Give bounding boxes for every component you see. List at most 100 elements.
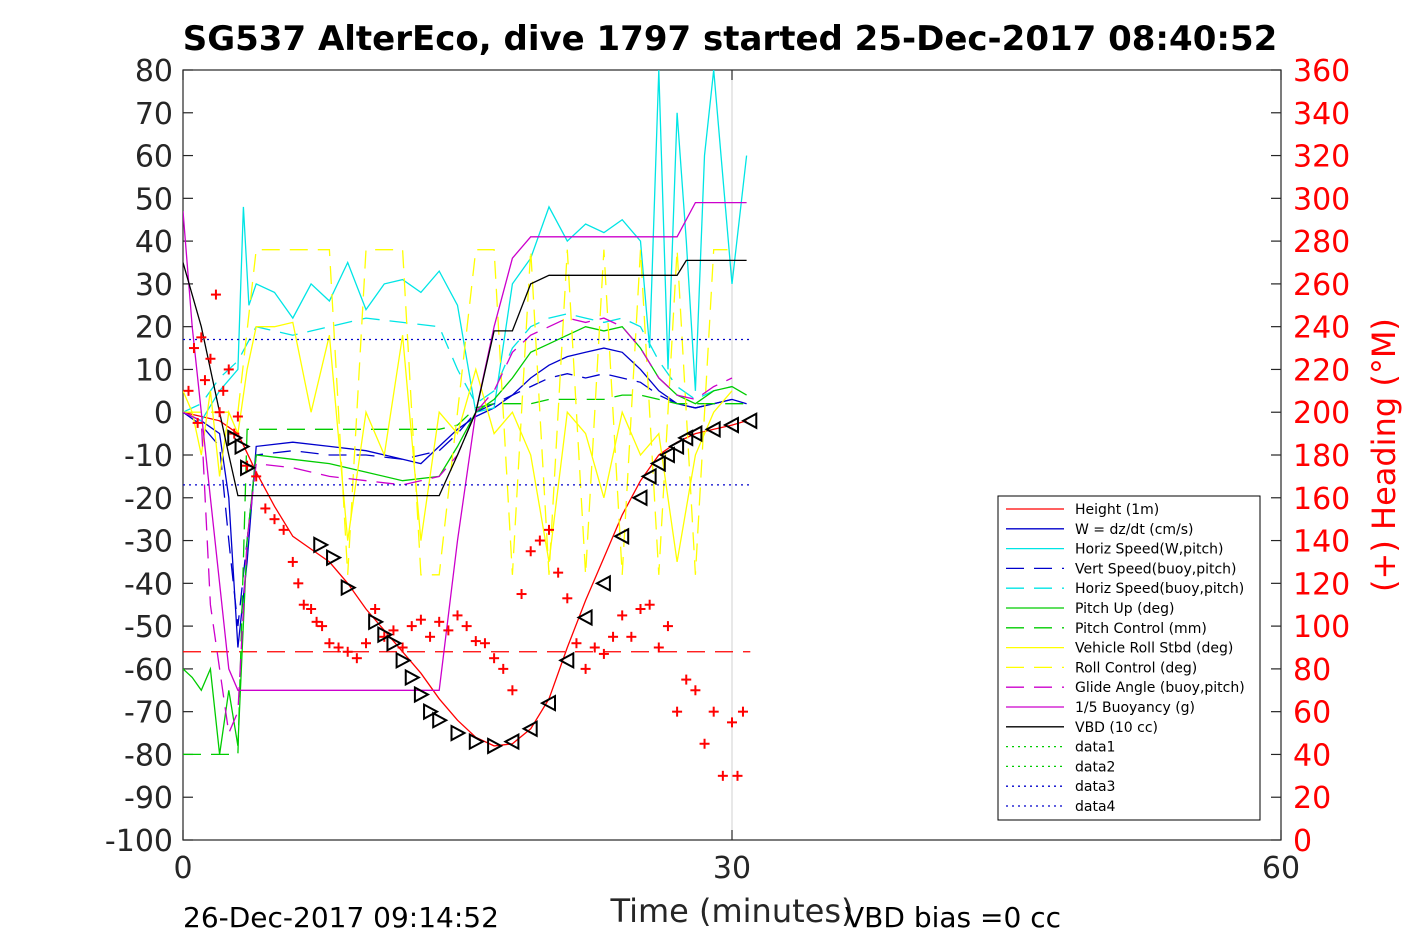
depth-marker [649, 454, 666, 473]
right-tick-label: 200 [1293, 396, 1350, 431]
heading-point [311, 616, 322, 627]
depth-marker [686, 424, 703, 443]
right-tick-label: 220 [1293, 353, 1350, 388]
heading-point [635, 604, 646, 614]
legend-label: Horiz Speed(W,pitch) [1075, 542, 1223, 558]
heading-point [653, 642, 664, 653]
series-line-2 [183, 70, 748, 422]
heading-point [293, 578, 304, 589]
heading-point [589, 642, 600, 653]
heading-point [260, 503, 271, 514]
depth-marker [576, 608, 593, 627]
right-tick-label: 180 [1293, 439, 1350, 474]
depth-marker [677, 429, 694, 447]
heading-point [598, 648, 609, 659]
legend-label: Roll Control (deg) [1075, 660, 1197, 676]
depth-marker [432, 711, 449, 729]
depth-marker [640, 467, 657, 486]
heading-point [434, 616, 445, 627]
legend-label: data4 [1075, 799, 1116, 815]
right-tick-label: 20 [1293, 781, 1331, 816]
depth-marker [340, 578, 357, 597]
heading-point [737, 706, 748, 717]
heading-point [699, 738, 710, 749]
heading-point [672, 706, 683, 717]
heading-point [608, 631, 619, 642]
heading-point [708, 706, 719, 717]
series-line-3 [183, 373, 733, 627]
x-tick-label: 30 [713, 851, 751, 886]
heading-point [218, 385, 229, 396]
left-y-ticks: 80 70 60 50 40 30 20 10 0 -10 -20 -30 -40 -50 -60 -70 -8… [105, 54, 193, 859]
legend-label: W = dz/dt (cm/s) [1075, 522, 1194, 538]
heading-point [571, 638, 582, 649]
right-tick-label: 120 [1293, 567, 1350, 602]
heading-point [626, 631, 637, 642]
heading-point [544, 524, 554, 535]
heading-point [317, 621, 328, 632]
heading-point [580, 663, 591, 674]
heading-point [342, 646, 353, 657]
depth-marker [658, 446, 675, 464]
left-tick-label: 0 [154, 396, 173, 431]
right-tick-label: 0 [1293, 824, 1312, 859]
heading-point [479, 638, 490, 649]
heading-point [681, 674, 692, 685]
depth-marker [423, 702, 440, 721]
legend-label: Horiz Speed(buoy,pitch) [1075, 581, 1244, 597]
heading-point [232, 411, 243, 422]
legend-label: Vert Speed(buoy,pitch) [1075, 561, 1237, 577]
right-tick-label: 60 [1293, 696, 1331, 731]
heading-point [507, 685, 518, 696]
left-tick-label: 50 [135, 182, 173, 217]
depth-marker [722, 416, 739, 434]
depth-marker [240, 459, 257, 477]
legend-label: Height (1m) [1075, 502, 1159, 518]
heading-point [199, 375, 210, 386]
heading-point [415, 614, 426, 625]
left-tick-label: -70 [124, 696, 173, 731]
footer-timestamp: 26-Dec-2017 09:14:52 [183, 901, 499, 934]
heading-point [406, 621, 417, 632]
right-tick-label: 300 [1293, 182, 1350, 217]
depth-marker [377, 625, 394, 644]
heading-point [397, 642, 408, 653]
right-tick-label: 140 [1293, 525, 1350, 560]
x-tick-label: 60 [1262, 851, 1300, 886]
depth-marker [667, 437, 685, 456]
legend-label: Pitch Up (deg) [1075, 601, 1174, 617]
legend-label: Vehicle Roll Stbd (deg) [1075, 641, 1233, 657]
heading-point [534, 535, 545, 546]
legend-label: 1/5 Buoyancy (g) [1075, 700, 1195, 716]
left-tick-label: -40 [124, 567, 173, 602]
legend: Height (1m) W = dz/dt (cm/s) Horiz Speed(W… [997, 495, 1261, 821]
series-line-11 [183, 259, 747, 497]
series-line-7 [183, 321, 733, 563]
left-tick-label: -30 [124, 525, 173, 560]
depth-marker [539, 694, 556, 712]
legend-label: data3 [1075, 779, 1115, 795]
series-lines [183, 70, 751, 756]
heading-point [223, 364, 234, 375]
heading-point [214, 407, 225, 418]
heading-point [470, 636, 481, 647]
depth-marker [450, 724, 467, 742]
marker-layer [183, 289, 758, 781]
depth-marker [386, 634, 403, 652]
heading-point [196, 332, 207, 343]
heading-point [562, 593, 573, 604]
right-tick-label: 340 [1293, 97, 1350, 132]
heading-point [553, 567, 564, 578]
right-axis-label: (+) Heading (°M) [1365, 318, 1403, 592]
depth-marker [404, 668, 421, 687]
depth-marker [326, 548, 343, 567]
left-tick-label: 20 [135, 311, 173, 346]
series-line-0 [183, 411, 747, 747]
heading-point [333, 642, 344, 653]
depth-marker [558, 651, 575, 670]
depth-marker [313, 536, 330, 554]
right-tick-label: 100 [1293, 610, 1350, 645]
heading-point [210, 289, 221, 300]
heading-point [489, 653, 500, 664]
heading-point [370, 604, 381, 614]
